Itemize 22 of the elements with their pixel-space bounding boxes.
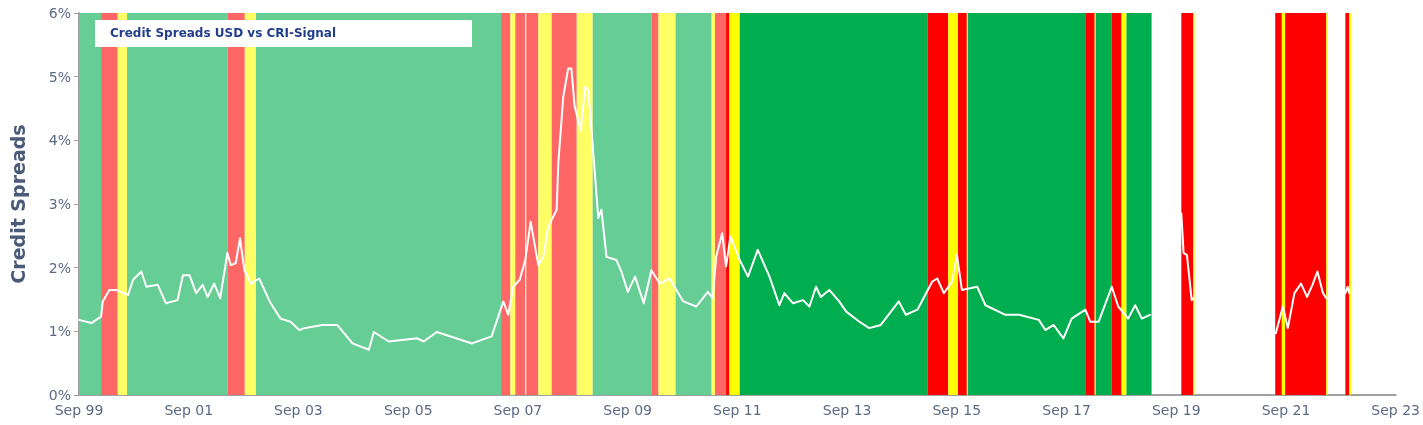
x-tick-label: Sep 03 xyxy=(274,402,323,418)
x-tick-label: Sep 11 xyxy=(713,402,762,418)
y-tick-label: 3% xyxy=(48,196,71,212)
x-tick-label: Sep 09 xyxy=(603,402,653,418)
y-tick-label: 1% xyxy=(48,323,71,340)
x-tick-label: Sep 07 xyxy=(493,402,543,418)
x-tick-label: Sep 17 xyxy=(1042,402,1091,418)
x-tick-label: Sep 13 xyxy=(822,402,872,418)
x-tick-label: Sep 23 xyxy=(1371,402,1420,418)
text: Credit Spreads USD vs CRI-Signal xyxy=(110,26,337,40)
y-tick-label: 0% xyxy=(48,387,71,403)
y-axis-title: Credit Spreads xyxy=(6,124,29,284)
x-tick-label: Sep 05 xyxy=(383,402,433,418)
y-tick-label: 2% xyxy=(48,259,71,276)
x-tick-label: Sep 21 xyxy=(1261,402,1311,418)
y-tick-label: 5% xyxy=(48,68,71,85)
x-tick-label: Sep 19 xyxy=(1151,402,1201,418)
y-tick-label: 6% xyxy=(48,5,71,21)
x-tick-label: Sep 01 xyxy=(164,402,214,418)
y-tick-label: 4% xyxy=(48,132,71,149)
x-tick-label: Sep 99 xyxy=(54,402,104,418)
x-tick-label: Sep 15 xyxy=(932,402,982,418)
